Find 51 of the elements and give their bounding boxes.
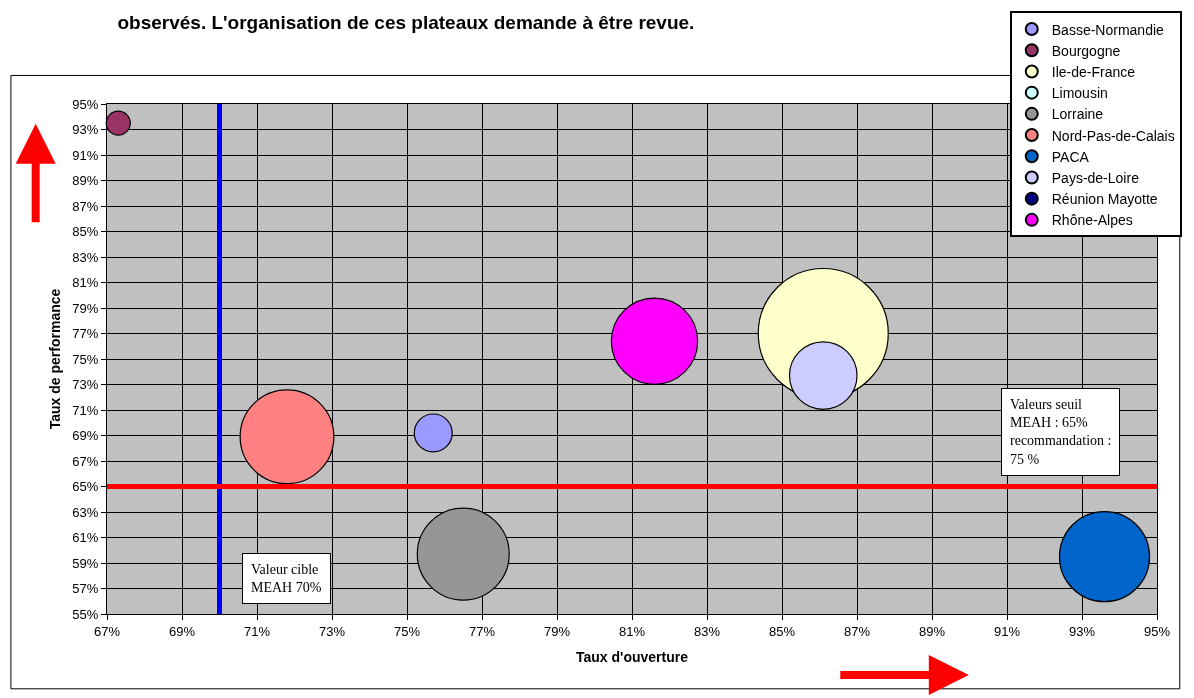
y-tick-label: 67% bbox=[72, 453, 99, 469]
x-tick-label: 73% bbox=[318, 623, 346, 639]
y-tick-label: 79% bbox=[72, 300, 99, 316]
y-tick-label: 85% bbox=[72, 224, 99, 240]
y-axis-title: Taux de performance bbox=[46, 288, 63, 430]
y-tick-label: 91% bbox=[72, 147, 99, 163]
x-tick-label: 69% bbox=[168, 623, 196, 639]
y-tick-label: 73% bbox=[72, 377, 99, 393]
y-tick-label: 93% bbox=[72, 122, 99, 138]
x-tick-label: 95% bbox=[1143, 623, 1171, 639]
legend-label: PACA bbox=[1051, 148, 1090, 165]
chart-title: observés. L'organisation de ces plateaux demande à être revue. bbox=[117, 12, 695, 34]
y-tick-label: 59% bbox=[72, 555, 99, 571]
ref-line-label: Valeurs seuil MEAH : 65% recommandation : 75 % bbox=[1010, 397, 1112, 467]
legend-label: Rhône-Alpes bbox=[1051, 212, 1133, 229]
y-tick-label: 61% bbox=[72, 530, 99, 546]
x-tick-label: 91% bbox=[993, 623, 1021, 639]
y-tick-label: 87% bbox=[72, 198, 99, 214]
legend-label: Limousin bbox=[1051, 85, 1108, 102]
x-tick-label: 87% bbox=[843, 623, 871, 639]
legend-label: Bourgogne bbox=[1051, 42, 1121, 59]
legend-label: Ile-de-France bbox=[1051, 63, 1136, 80]
x-tick-label: 77% bbox=[468, 623, 496, 639]
y-tick-label: 95% bbox=[72, 96, 99, 112]
y-tick-label: 69% bbox=[72, 428, 99, 444]
legend-label: Lorraine bbox=[1051, 106, 1104, 123]
legend-label: Réunion Mayotte bbox=[1051, 191, 1158, 208]
x-tick-label: 89% bbox=[918, 623, 946, 639]
y-tick-label: 81% bbox=[72, 275, 99, 291]
legend-label: Basse-Normandie bbox=[1051, 21, 1165, 38]
x-tick-label: 67% bbox=[93, 623, 121, 639]
x-tick-label: 79% bbox=[543, 623, 571, 639]
x-tick-label: 83% bbox=[693, 623, 721, 639]
x-axis-title: Taux d'ouverture bbox=[576, 648, 689, 665]
y-tick-label: 71% bbox=[72, 402, 99, 418]
y-tick-label: 89% bbox=[72, 173, 99, 189]
ref-line-label: Valeur cible MEAH 70% bbox=[251, 562, 322, 596]
y-tick-label: 57% bbox=[72, 581, 99, 597]
y-tick-label: 77% bbox=[72, 326, 99, 342]
y-tick-label: 75% bbox=[72, 351, 99, 367]
x-tick-label: 71% bbox=[243, 623, 271, 639]
x-tick-label: 85% bbox=[768, 623, 796, 639]
x-tick-label: 75% bbox=[393, 623, 421, 639]
y-tick-label: 83% bbox=[72, 249, 99, 265]
x-tick-label: 81% bbox=[618, 623, 646, 639]
y-tick-label: 55% bbox=[72, 606, 99, 622]
y-tick-label: 65% bbox=[72, 479, 99, 495]
legend-label: Nord-Pas-de-Calais bbox=[1051, 127, 1175, 144]
x-tick-label: 93% bbox=[1068, 623, 1096, 639]
y-tick-label: 63% bbox=[72, 504, 99, 520]
legend-label: Pays-de-Loire bbox=[1051, 169, 1140, 186]
